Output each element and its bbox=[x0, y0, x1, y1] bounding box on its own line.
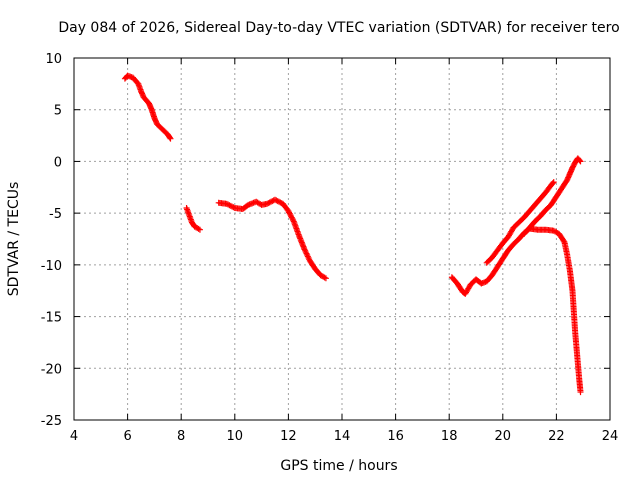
data-point bbox=[265, 200, 272, 207]
chart-title: Day 084 of 2026, Sidereal Day-to-day VTE… bbox=[58, 20, 619, 36]
x-tick-label: 6 bbox=[123, 429, 131, 444]
x-axis-label: GPS time / hours bbox=[280, 458, 397, 474]
data-point bbox=[577, 389, 584, 396]
data-point bbox=[226, 202, 233, 209]
data-point bbox=[230, 204, 237, 211]
x-tick-label: 22 bbox=[548, 429, 565, 444]
data-point bbox=[227, 202, 234, 209]
y-tick-label: 5 bbox=[54, 104, 62, 119]
data-point bbox=[167, 135, 174, 142]
data-point bbox=[290, 217, 297, 224]
data-point bbox=[267, 198, 274, 205]
x-tick-label: 24 bbox=[602, 429, 619, 444]
data-point bbox=[223, 200, 230, 207]
data-point bbox=[225, 201, 232, 208]
data-point bbox=[322, 275, 329, 282]
data-point bbox=[195, 225, 202, 232]
x-tick-label: 20 bbox=[495, 429, 512, 444]
x-tick-label: 18 bbox=[441, 429, 458, 444]
data-point bbox=[263, 200, 270, 207]
data-point bbox=[229, 203, 236, 210]
data-point bbox=[577, 158, 584, 165]
data-point bbox=[266, 199, 273, 206]
data-point bbox=[269, 198, 276, 205]
x-tick-label: 14 bbox=[334, 429, 351, 444]
data-points bbox=[121, 72, 584, 396]
data-point bbox=[576, 157, 583, 164]
y-tick-label: -10 bbox=[41, 259, 62, 274]
data-point bbox=[276, 198, 283, 205]
y-axis-ticks: 10 5 0 -5 -10 -15 -20 -25 bbox=[41, 52, 610, 429]
x-tick-label: 4 bbox=[70, 429, 78, 444]
y-tick-label: -5 bbox=[49, 207, 62, 222]
data-point bbox=[549, 180, 556, 187]
y-tick-label: 0 bbox=[54, 155, 62, 170]
y-tick-label: -25 bbox=[41, 414, 62, 429]
data-point bbox=[196, 226, 203, 233]
x-tick-label: 16 bbox=[387, 429, 404, 444]
data-point bbox=[560, 237, 567, 244]
x-tick-label: 8 bbox=[177, 429, 185, 444]
y-axis-label: SDTVAR / TECUs bbox=[6, 182, 22, 297]
y-tick-label: -20 bbox=[41, 362, 62, 377]
data-point bbox=[273, 197, 280, 204]
data-point bbox=[550, 179, 557, 186]
plot-frame bbox=[73, 57, 611, 421]
data-point bbox=[274, 198, 281, 205]
data-point bbox=[166, 134, 173, 141]
y-tick-label: -15 bbox=[41, 311, 62, 326]
grid-lines bbox=[74, 58, 610, 420]
x-tick-label: 10 bbox=[227, 429, 244, 444]
data-point bbox=[272, 196, 278, 203]
x-axis-ticks: 4 6 8 10 12 14 16 18 20 22 24 bbox=[70, 58, 618, 444]
data-point bbox=[277, 199, 284, 206]
y-tick-label: 10 bbox=[45, 52, 62, 67]
data-point bbox=[321, 274, 328, 281]
x-tick-label: 12 bbox=[280, 429, 297, 444]
